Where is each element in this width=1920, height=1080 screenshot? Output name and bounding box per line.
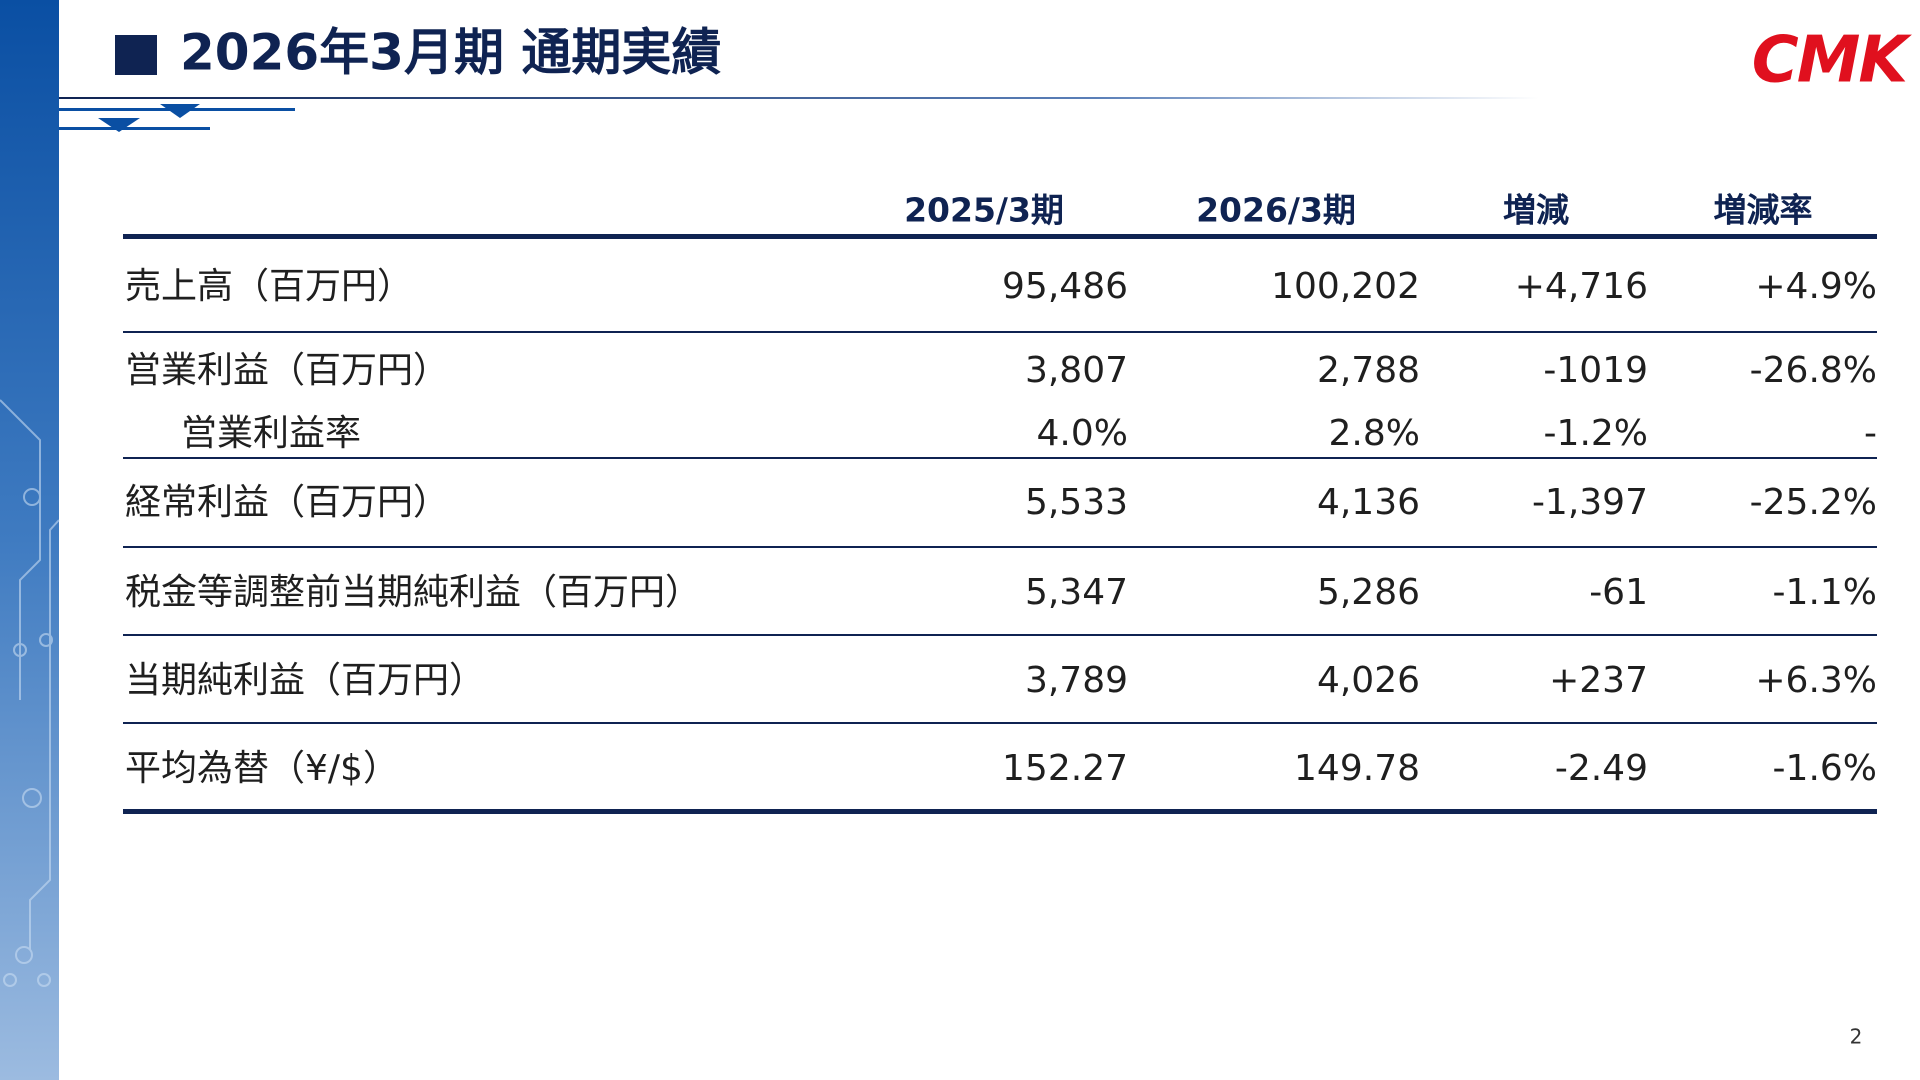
row-label: 売上高（百万円） — [125, 266, 413, 307]
cell-value: 100,202 — [1271, 266, 1420, 307]
bottom-rule — [123, 809, 1877, 814]
cell-value: 2.8% — [1329, 413, 1420, 454]
row-divider — [123, 634, 1877, 636]
cell-value: +4,716 — [1515, 266, 1648, 307]
cell-value: 4.0% — [1037, 413, 1128, 454]
title-rule — [59, 97, 1539, 99]
cell-value: 3,789 — [1025, 660, 1128, 701]
cell-value: +237 — [1549, 660, 1648, 701]
header-rule — [123, 234, 1877, 239]
cell-value: 5,347 — [1025, 572, 1128, 613]
row-label: 税金等調整前当期純利益（百万円） — [125, 572, 701, 613]
page-number: 2 — [1850, 1025, 1863, 1049]
cell-value: 149.78 — [1294, 748, 1420, 789]
column-header: 増減率 — [1714, 191, 1813, 230]
cell-value: -26.8% — [1750, 350, 1877, 391]
cell-value: 5,286 — [1317, 572, 1420, 613]
circuit-decoration — [0, 399, 60, 987]
title-square — [115, 35, 157, 75]
rule-arrows — [98, 104, 200, 132]
rule-accent — [59, 108, 295, 130]
cell-value: 3,807 — [1025, 350, 1128, 391]
cell-value: 4,026 — [1317, 660, 1420, 701]
row-label: 平均為替（¥/$） — [125, 748, 399, 789]
row-divider — [123, 331, 1877, 333]
column-header: 増減 — [1503, 191, 1569, 230]
cell-value: -1.6% — [1773, 748, 1877, 789]
column-header: 2025/3期 — [904, 191, 1064, 230]
cell-value: 5,533 — [1025, 482, 1128, 523]
cell-value: -1.1% — [1773, 572, 1877, 613]
row-label: 営業利益（百万円） — [125, 350, 449, 391]
row-label: 経常利益（百万円） — [125, 482, 449, 523]
logo: CMK — [1752, 24, 1913, 98]
cell-value: -1.2% — [1544, 413, 1648, 454]
row-label: 当期純利益（百万円） — [125, 660, 485, 701]
cell-value: 4,136 — [1317, 482, 1420, 523]
cell-value: -61 — [1589, 572, 1648, 613]
cell-value: 95,486 — [1002, 266, 1128, 307]
row-label: 営業利益率 — [181, 413, 361, 454]
slide-title: 2026年3月期 通期実績 — [180, 24, 721, 82]
row-divider — [123, 722, 1877, 724]
cell-value: -1019 — [1543, 350, 1648, 391]
cell-value: +4.9% — [1755, 266, 1877, 307]
cell-value: 2,788 — [1317, 350, 1420, 391]
column-header: 2026/3期 — [1196, 191, 1356, 230]
cell-value: -25.2% — [1750, 482, 1877, 523]
cell-value: -2.49 — [1555, 748, 1648, 789]
row-divider — [123, 457, 1877, 459]
row-divider — [123, 546, 1877, 548]
cell-value: +6.3% — [1755, 660, 1877, 701]
cell-value: 152.27 — [1002, 748, 1128, 789]
cell-value: -1,397 — [1532, 482, 1648, 523]
cell-value: - — [1864, 413, 1877, 454]
